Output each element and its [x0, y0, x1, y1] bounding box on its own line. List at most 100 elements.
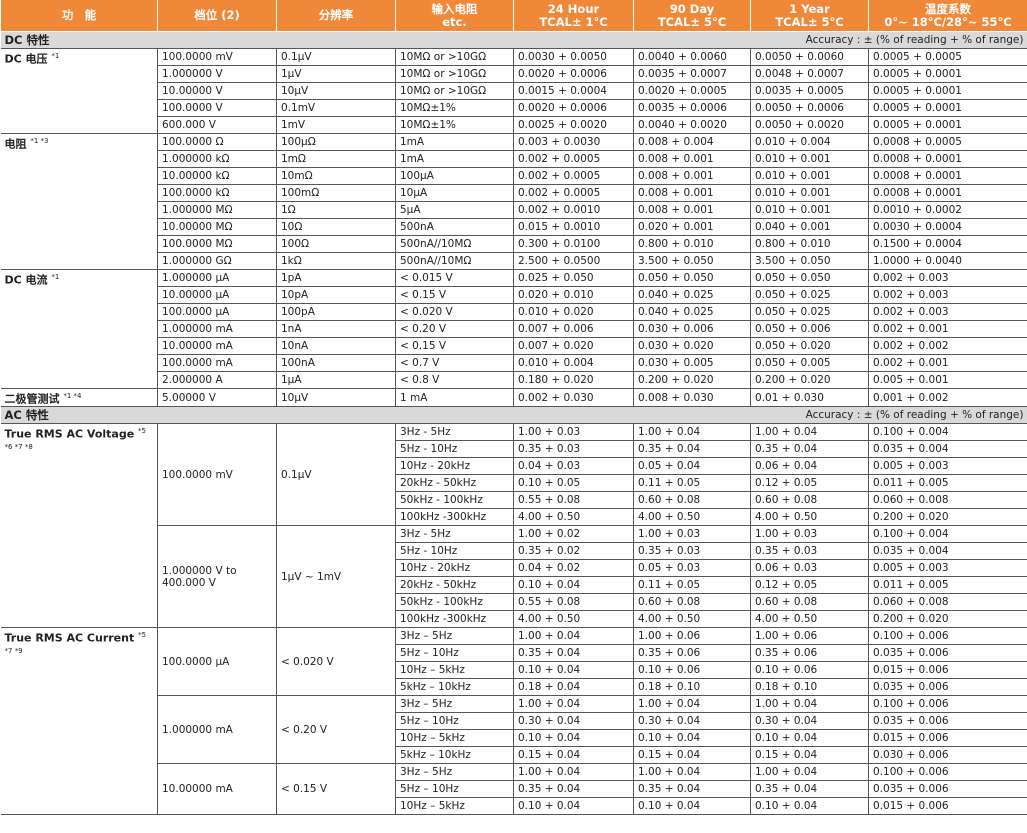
resolution: 1mV: [276, 116, 396, 134]
temp-coefficient: 0.0008 + 0.0001: [868, 167, 1027, 185]
input-resistance: 10MΩ±1%: [395, 116, 514, 134]
temp-coefficient: 0.011 + 0.005: [868, 576, 1027, 594]
temp-coefficient: 0.035 + 0.004: [868, 542, 1027, 560]
accuracy-90d: 0.10 + 0.04: [633, 729, 751, 747]
accuracy-24h: 4.00 + 0.50: [513, 508, 634, 526]
range: 5.00000 V: [157, 388, 277, 407]
accuracy-90d: 1.00 + 0.04: [633, 423, 751, 441]
range: 1.000000 μA: [157, 269, 277, 287]
accuracy-1y: 0.60 + 0.08: [750, 593, 869, 611]
accuracy-1y: 0.01 + 0.030: [750, 388, 869, 407]
function-note: *5 *6 *7 *8: [4, 427, 147, 451]
resolution: 1Ω: [276, 201, 396, 219]
spec-row: 10.00000 V 10μV 10MΩ or >10GΩ 0.0015 + 0.00…: [1, 82, 1027, 100]
temp-coefficient: 0.015 + 0.006: [868, 661, 1027, 679]
accuracy-90d: 0.60 + 0.08: [633, 593, 751, 611]
accuracy-90d: 0.008 + 0.004: [633, 133, 751, 151]
resolution: 1mΩ: [276, 150, 396, 168]
accuracy-24h: 0.002 + 0.030: [513, 388, 634, 407]
temp-coefficient: 0.015 + 0.006: [868, 729, 1027, 747]
function-cell: DC 电流 *1: [0, 269, 158, 389]
accuracy-24h: 0.10 + 0.04: [513, 729, 634, 747]
section-note: Accuracy : ± (% of reading + % of range): [805, 34, 1024, 46]
spec-row: 50kHz - 100kHz 0.55 + 0.08 0.60 + 0.08 0.60…: [1, 593, 1027, 611]
function-name: DC 电流: [4, 273, 48, 287]
accuracy-24h: 0.55 + 0.08: [513, 491, 634, 509]
accuracy-24h: 0.35 + 0.03: [513, 440, 634, 458]
accuracy-90d: 0.008 + 0.001: [633, 167, 751, 185]
spec-row: 1.000000 V 1μV 10MΩ or >10GΩ 0.0020 + 0.000…: [1, 65, 1027, 83]
resolution: 1pA: [276, 269, 396, 287]
range: 100.0000 μA: [157, 627, 277, 696]
temp-coefficient: 1.0000 + 0.0040: [868, 252, 1027, 270]
accuracy-90d: 0.0035 + 0.0007: [633, 65, 751, 83]
spec-row: DC 电压 *1 100.0000 mV 0.1μV 10MΩ or >10GΩ 0.0…: [0, 48, 1027, 134]
accuracy-90d: 0.0040 + 0.0020: [633, 116, 751, 134]
function-cell: DC 电压 *1: [0, 48, 158, 134]
spec-row: 10Hz - 20kHz 0.04 + 0.03 0.05 + 0.04 0.06 +…: [1, 457, 1027, 475]
accuracy-24h: 0.007 + 0.020: [513, 337, 634, 355]
input-resistance: 10MΩ or >10GΩ: [395, 65, 514, 83]
accuracy-24h: 1.00 + 0.04: [513, 627, 634, 645]
spec-row: 20kHz - 50kHz 0.10 + 0.05 0.11 + 0.05 0.12 …: [1, 474, 1027, 492]
temp-coefficient: 0.0005 + 0.0001: [868, 116, 1027, 134]
input-resistance: < 0.20 V: [395, 320, 514, 338]
accuracy-90d: 0.11 + 0.05: [633, 576, 751, 594]
range: 100.0000 mA: [157, 354, 277, 372]
header-line: TCAL± 5°C: [657, 14, 727, 29]
accuracy-24h: 0.04 + 0.02: [513, 559, 634, 577]
range: 10.00000 mA: [157, 763, 277, 815]
resolution: 1μV: [276, 65, 396, 83]
input-resistance: 1 mA: [395, 388, 514, 407]
range: 10.00000 MΩ: [157, 218, 277, 236]
accuracy-1y: 0.35 + 0.04: [750, 780, 869, 798]
accuracy-24h: 0.35 + 0.04: [513, 780, 634, 798]
accuracy-24h: 0.0020 + 0.0006: [513, 99, 634, 117]
accuracy-24h: 0.04 + 0.03: [513, 457, 634, 475]
temp-coefficient: 0.002 + 0.003: [868, 269, 1027, 287]
column-header: 分辨率: [276, 0, 396, 32]
temp-coefficient: 0.002 + 0.001: [868, 354, 1027, 372]
temp-coefficient: 0.005 + 0.003: [868, 457, 1027, 475]
frequency: 3Hz - 5Hz: [395, 423, 514, 441]
frequency: 10Hz – 5kHz: [395, 797, 514, 815]
accuracy-1y: 0.35 + 0.06: [750, 644, 869, 662]
frequency: 10Hz - 20kHz: [395, 559, 514, 577]
accuracy-1y: 0.050 + 0.025: [750, 303, 869, 321]
temp-coefficient: 0.015 + 0.006: [868, 797, 1027, 815]
temp-coefficient: 0.035 + 0.006: [868, 712, 1027, 730]
accuracy-90d: 1.00 + 0.06: [633, 627, 751, 645]
spec-row: 5Hz - 10Hz 0.35 + 0.02 0.35 + 0.03 0.35 + 0…: [1, 542, 1027, 560]
temp-coefficient: 0.200 + 0.020: [868, 508, 1027, 526]
section-row: Accuracy : ± (% of reading + % of range)…: [0, 406, 1027, 424]
accuracy-24h: 0.002 + 0.0005: [513, 150, 634, 168]
temp-coefficient: 0.0008 + 0.0005: [868, 133, 1027, 151]
spec-row: 100.0000 MΩ 100Ω 500nA//10MΩ 0.300 + 0.0100…: [1, 235, 1027, 253]
accuracy-90d: 0.10 + 0.06: [633, 661, 751, 679]
range: 100.0000 V: [157, 99, 277, 117]
temp-coefficient: 0.0008 + 0.0001: [868, 184, 1027, 202]
accuracy-1y: 1.00 + 0.04: [750, 695, 869, 713]
spec-row: 5Hz – 10Hz 0.35 + 0.04 0.35 + 0.04 0.35 + 0…: [1, 780, 1027, 798]
range: 100.0000 kΩ: [157, 184, 277, 202]
spec-row: True RMS AC Voltage *5 *6 *7 *8 100.0000 …: [0, 423, 1027, 628]
frequency: 3Hz – 5Hz: [395, 695, 514, 713]
accuracy-24h: 0.003 + 0.0030: [513, 133, 634, 151]
temp-coefficient: 0.100 + 0.006: [868, 763, 1027, 781]
resolution: 0.1μV: [276, 423, 396, 526]
accuracy-1y: 0.050 + 0.020: [750, 337, 869, 355]
resolution: 1μV ~ 1mV: [276, 525, 396, 628]
accuracy-1y: 0.010 + 0.001: [750, 167, 869, 185]
accuracy-24h: 0.025 + 0.050: [513, 269, 634, 287]
input-resistance: 10MΩ±1%: [395, 99, 514, 117]
spec-row: 10.00000 mA < 0.15 V 3Hz – 5Hz 1.00 + 0.04 1…: [1, 763, 1027, 815]
accuracy-90d: 0.35 + 0.04: [633, 440, 751, 458]
resolution: 100pA: [276, 303, 396, 321]
input-resistance: 10μA: [395, 184, 514, 202]
frequency: 20kHz - 50kHz: [395, 474, 514, 492]
accuracy-1y: 0.010 + 0.001: [750, 184, 869, 202]
accuracy-1y: 0.60 + 0.08: [750, 491, 869, 509]
spec-row: 100.0000 mA 100nA < 0.7 V 0.010 + 0.004 0.03…: [1, 354, 1027, 372]
accuracy-24h: 0.10 + 0.04: [513, 797, 634, 815]
temp-coefficient: 0.035 + 0.006: [868, 678, 1027, 696]
